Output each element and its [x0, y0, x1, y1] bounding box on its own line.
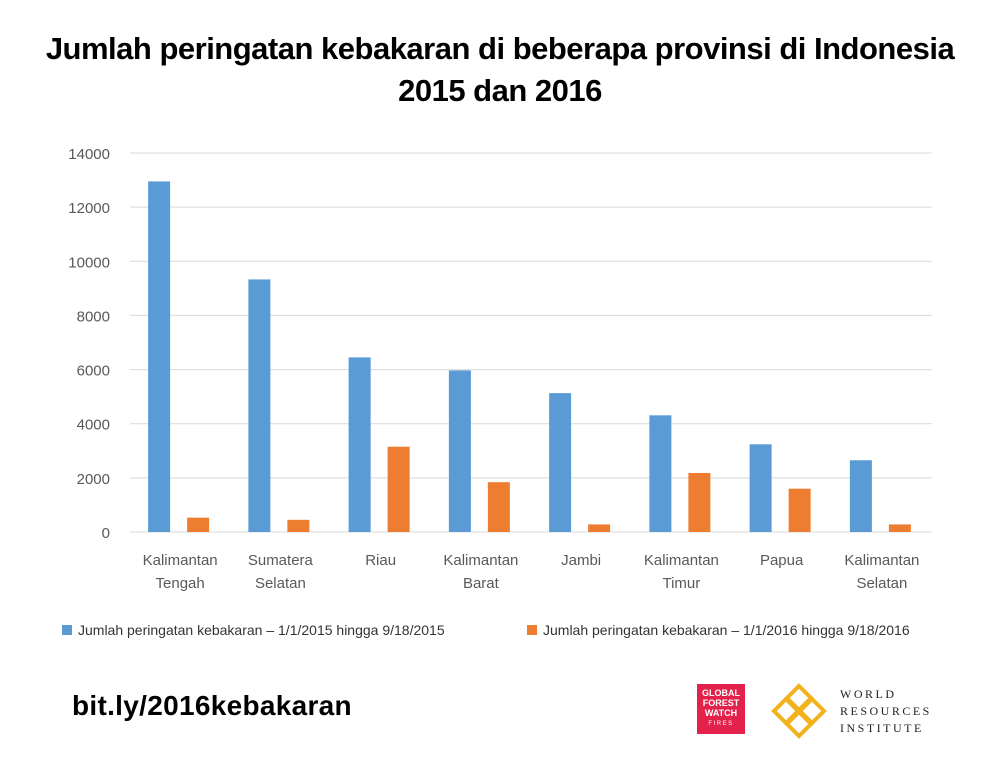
x-tick-label: Kalimantan Tengah — [143, 552, 218, 592]
bar-2015 — [448, 370, 471, 532]
bar-2015 — [248, 279, 271, 532]
legend-label-2016: Jumlah peringatan kebakaran – 1/1/2016 h… — [543, 622, 910, 638]
chart-title-line-1: Jumlah peringatan kebakaran di beberapa … — [45, 31, 955, 66]
legend-swatch-2016 — [527, 625, 537, 635]
bar-2016 — [287, 519, 310, 532]
global-forest-watch-fires-logo: GLOBAL FOREST WATCH FIRES — [697, 684, 745, 734]
x-tick-label: Kalimantan Barat — [443, 552, 518, 592]
bar-2015 — [549, 393, 572, 532]
x-tick-label: Jambi — [561, 552, 601, 569]
y-tick-label: 12000 — [68, 200, 110, 217]
bar-2016 — [487, 482, 510, 532]
legend-item-2016: Jumlah peringatan kebakaran – 1/1/2016 h… — [527, 622, 910, 638]
x-tick-label: Sumatera Selatan — [248, 552, 314, 592]
chart-legend: Jumlah peringatan kebakaran – 1/1/2015 h… — [0, 622, 1000, 646]
bar-2016 — [888, 524, 911, 532]
x-tick-label: Riau — [365, 552, 396, 569]
y-tick-label: 2000 — [77, 471, 110, 488]
bar-2015 — [348, 357, 371, 532]
y-tick-label: 6000 — [77, 363, 110, 380]
y-tick-label: 4000 — [77, 417, 110, 434]
bar-2015 — [849, 460, 872, 532]
bar-2016 — [588, 524, 611, 532]
bar-2015 — [649, 415, 672, 532]
bar-2015 — [749, 444, 772, 532]
x-tick-label: Kalimantan Selatan — [844, 552, 919, 592]
chart-title: Jumlah peringatan kebakaran di beberapa … — [0, 28, 1000, 112]
y-tick-label: 10000 — [68, 254, 110, 271]
legend-swatch-2015 — [62, 625, 72, 635]
wri-wordmark: WORLD RESOURCES INSTITUTE — [840, 687, 932, 735]
x-tick-label: Papua — [760, 552, 804, 569]
y-tick-label: 14000 — [68, 146, 110, 163]
x-tick-label: Kalimantan Timur — [644, 552, 719, 592]
chart-title-line-2: 2015 dan 2016 — [398, 73, 602, 108]
legend-label-2015: Jumlah peringatan kebakaran – 1/1/2015 h… — [78, 622, 445, 638]
y-tick-label: 8000 — [77, 308, 110, 325]
y-tick-label: 0 — [102, 525, 110, 542]
legend-item-2015: Jumlah peringatan kebakaran – 1/1/2015 h… — [62, 622, 445, 638]
world-resources-institute-logo-icon — [771, 683, 827, 739]
bar-chart: 0 2000 4000 6000 8000 10000 12000 14000 Kalimant… — [68, 146, 932, 592]
source-link[interactable]: bit.ly/2016kebakaran — [72, 690, 352, 721]
bar-2016 — [688, 472, 711, 532]
bar-2016 — [387, 446, 410, 532]
bar-2015 — [148, 181, 171, 533]
bar-2016 — [187, 517, 210, 532]
bar-2016 — [788, 488, 811, 532]
